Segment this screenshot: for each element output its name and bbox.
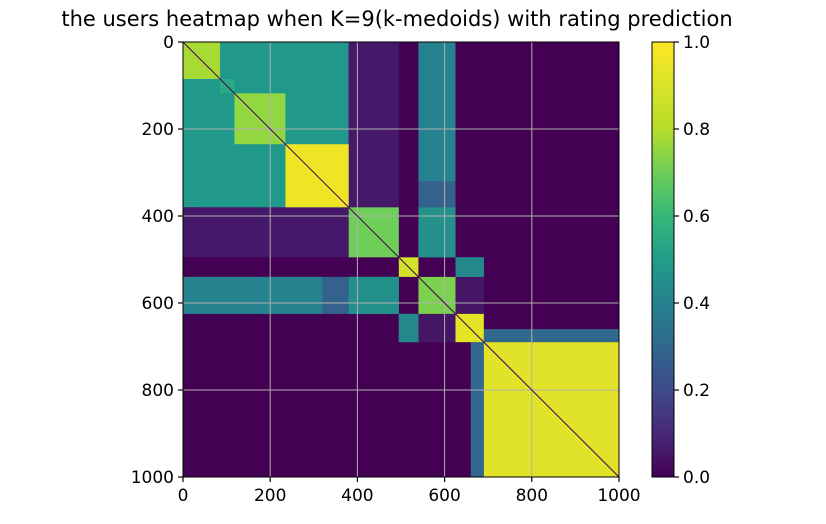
y-tick-label-4: 800 bbox=[142, 381, 174, 401]
heatmap-block-10-0 bbox=[470, 342, 484, 477]
heatmap-block-9-0 bbox=[398, 313, 419, 343]
y-tick-label-2: 400 bbox=[142, 207, 174, 227]
colorbar bbox=[651, 41, 675, 478]
heatmap-block-4-0 bbox=[183, 276, 323, 314]
heatmap-block-10-1 bbox=[483, 329, 619, 343]
x-tick-label-5: 1000 bbox=[597, 486, 640, 506]
colorbar-tick-label-4: 0.8 bbox=[683, 120, 710, 140]
x-tick-label-2: 400 bbox=[341, 486, 373, 506]
diagonal-line bbox=[182, 41, 620, 478]
colorbar-tick-label-5: 1.0 bbox=[683, 33, 710, 53]
heatmap-block-5-1 bbox=[418, 207, 456, 258]
x-tick-label-4: 800 bbox=[516, 486, 548, 506]
x-tick-label-0: 0 bbox=[178, 486, 189, 506]
colorbar-axis: 0.0 0.2 0.4 0.6 0.8 1.0 bbox=[674, 33, 710, 488]
heatmap-block-6-1 bbox=[418, 313, 456, 343]
colorbar-tick-label-1: 0.2 bbox=[683, 381, 710, 401]
x-tick-label-1: 200 bbox=[254, 486, 286, 506]
colorbar-tick-label-2: 0.4 bbox=[683, 294, 710, 314]
y-axis: 0 200 400 600 800 1000 bbox=[131, 33, 183, 488]
y-tick-label-1: 200 bbox=[142, 120, 174, 140]
y-tick-label-5: 1000 bbox=[131, 468, 174, 488]
heatmap-block-4-1 bbox=[418, 42, 456, 182]
y-tick-label-0: 0 bbox=[163, 33, 174, 53]
plot-frame bbox=[182, 41, 620, 478]
y-tick-label-3: 600 bbox=[142, 294, 174, 314]
heatmap-block-8-1 bbox=[348, 42, 399, 208]
x-axis: 0 200 400 600 800 1000 bbox=[178, 477, 641, 506]
heatmap-block-5-0 bbox=[348, 276, 399, 314]
colorbar-tick-label-0: 0.0 bbox=[683, 468, 710, 488]
heatmap-block-9-1 bbox=[455, 257, 484, 277]
heatmap-block-8-0 bbox=[183, 207, 349, 258]
x-tick-label-3: 600 bbox=[428, 486, 460, 506]
heatmap-block-6-0 bbox=[455, 276, 484, 314]
chart-title: the users heatmap when K=9(k-medoids) wi… bbox=[61, 7, 732, 31]
colorbar-tick-label-3: 0.6 bbox=[683, 207, 710, 227]
